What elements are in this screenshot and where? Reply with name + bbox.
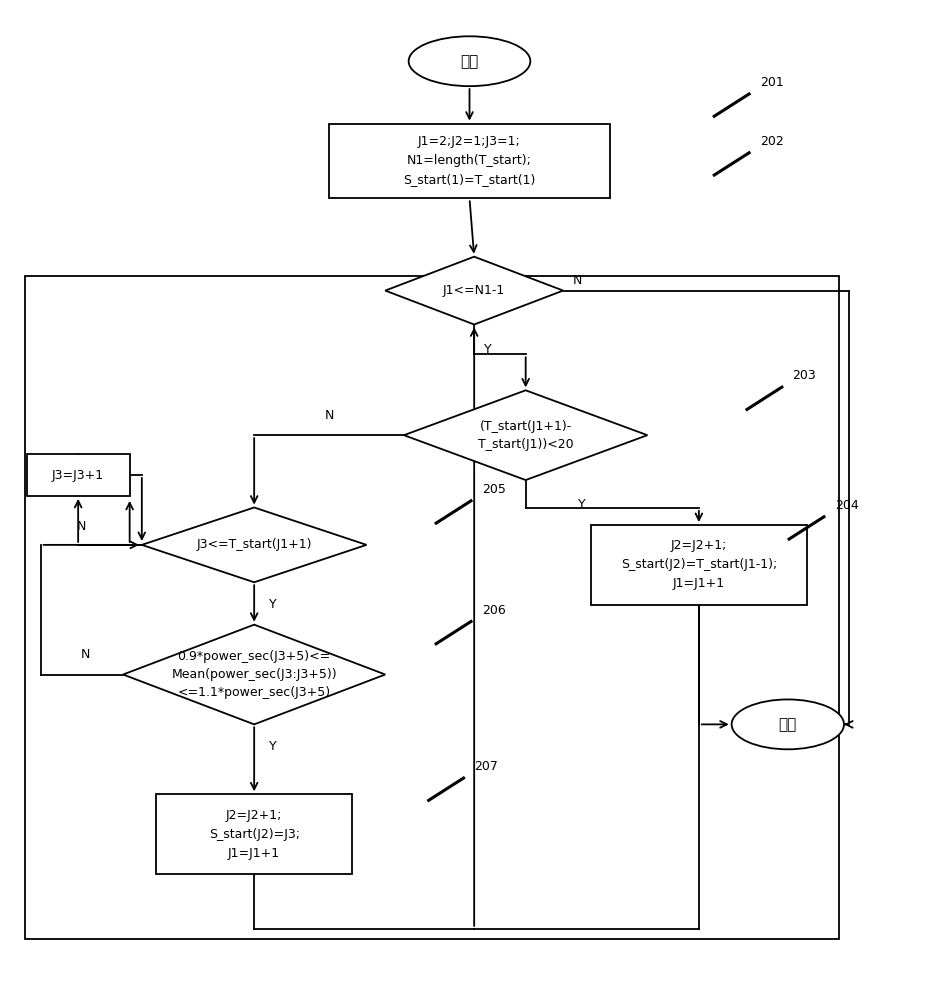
Text: N: N (76, 520, 85, 533)
Text: 204: 204 (835, 499, 858, 512)
Text: 203: 203 (793, 369, 816, 382)
FancyBboxPatch shape (592, 525, 807, 605)
Text: 207: 207 (474, 760, 498, 773)
Ellipse shape (731, 699, 844, 749)
Polygon shape (123, 625, 385, 724)
FancyBboxPatch shape (156, 794, 352, 874)
Text: J1<=N1-1: J1<=N1-1 (443, 284, 505, 297)
Text: J2=J2+1;
S_start(J2)=T_start(J1-1);
J1=J1+1: J2=J2+1; S_start(J2)=T_start(J1-1); J1=J… (621, 539, 777, 590)
Text: N: N (81, 648, 90, 661)
Text: 201: 201 (760, 76, 783, 89)
Text: Y: Y (269, 598, 277, 611)
Text: J3<=T_start(J1+1): J3<=T_start(J1+1) (196, 538, 312, 551)
Text: 开始: 开始 (460, 54, 479, 69)
Text: 205: 205 (482, 483, 505, 496)
FancyBboxPatch shape (26, 454, 130, 496)
Text: 206: 206 (482, 604, 505, 617)
Text: Y: Y (269, 740, 277, 753)
Text: J3=J3+1: J3=J3+1 (52, 469, 104, 482)
Polygon shape (142, 507, 366, 582)
Text: N: N (324, 409, 333, 422)
Text: N: N (573, 274, 582, 287)
Text: J2=J2+1;
S_start(J2)=J3;
J1=J1+1: J2=J2+1; S_start(J2)=J3; J1=J1+1 (208, 809, 300, 860)
Text: (T_start(J1+1)-
T_start(J1))<20: (T_start(J1+1)- T_start(J1))<20 (478, 420, 574, 451)
Text: 202: 202 (760, 135, 783, 148)
Text: Y: Y (485, 343, 492, 356)
Polygon shape (385, 257, 563, 324)
FancyBboxPatch shape (329, 124, 610, 198)
Polygon shape (404, 390, 647, 480)
Text: 结束: 结束 (778, 717, 797, 732)
Text: J1=2;J2=1;J3=1;
N1=length(T_start);
S_start(1)=T_start(1): J1=2;J2=1;J3=1; N1=length(T_start); S_st… (404, 135, 535, 186)
Ellipse shape (408, 36, 531, 86)
Text: Y: Y (578, 498, 586, 511)
Text: 0.9*power_sec(J3+5)<=
Mean(power_sec(J3:J3+5))
<=1.1*power_sec(J3+5): 0.9*power_sec(J3+5)<= Mean(power_sec(J3:… (171, 650, 337, 699)
